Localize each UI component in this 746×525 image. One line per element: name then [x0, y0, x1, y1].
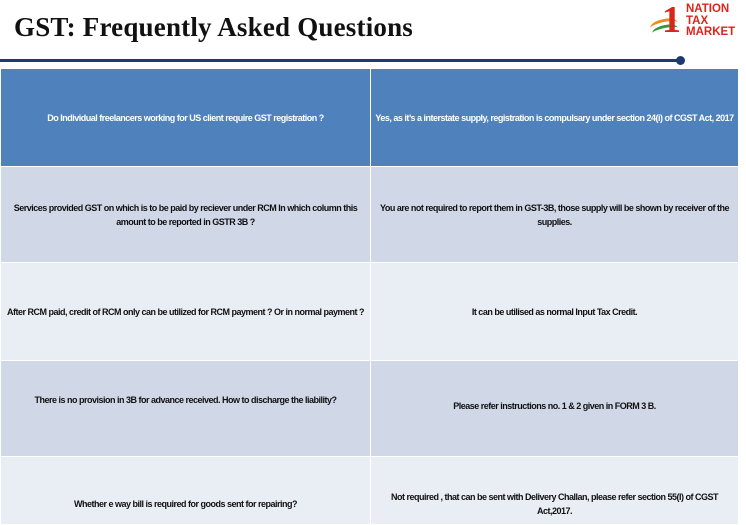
faq-row: Whether e way bill is required for goods…	[0, 456, 739, 525]
faq-answer: You are not required to report them in G…	[370, 166, 739, 263]
faq-row: Do Individual freelancers working for US…	[0, 68, 739, 167]
faq-answer: It can be utilised as normal Input Tax C…	[370, 262, 739, 361]
title-divider	[0, 59, 680, 62]
faq-question: Do Individual freelancers working for US…	[0, 68, 371, 167]
faq-question: There is no provision in 3B for advance …	[0, 360, 371, 457]
logo-text: NATION TAX MARKET	[686, 3, 736, 39]
faq-question: After RCM paid, credit of RCM only can b…	[0, 262, 371, 361]
faq-answer: Please refer instructions no. 1 & 2 give…	[370, 360, 739, 457]
faq-table: Do Individual freelancers working for US…	[0, 68, 739, 525]
faq-row: After RCM paid, credit of RCM only can b…	[0, 262, 739, 361]
faq-row: There is no provision in 3B for advance …	[0, 360, 739, 457]
faq-answer: Yes, as it’s a interstate supply, regist…	[370, 68, 739, 167]
faq-row: Services provided GST on which is to be …	[0, 166, 739, 263]
faq-answer: Not required , that can be sent with Del…	[370, 456, 739, 525]
faq-question: Whether e way bill is required for goods…	[0, 456, 371, 525]
faq-question: Services provided GST on which is to be …	[0, 166, 371, 263]
divider-end-dot	[676, 56, 685, 65]
logo-text-line: TAX	[686, 14, 709, 27]
logo-text-line: MARKET	[686, 26, 736, 38]
logo-numeral: 1	[662, 0, 681, 41]
logo-text-line: NATION	[686, 3, 730, 15]
nation-tax-market-logo: 1 NATION TAX MARKET	[648, 0, 744, 41]
page-title: GST: Frequently Asked Questions	[14, 12, 414, 42]
